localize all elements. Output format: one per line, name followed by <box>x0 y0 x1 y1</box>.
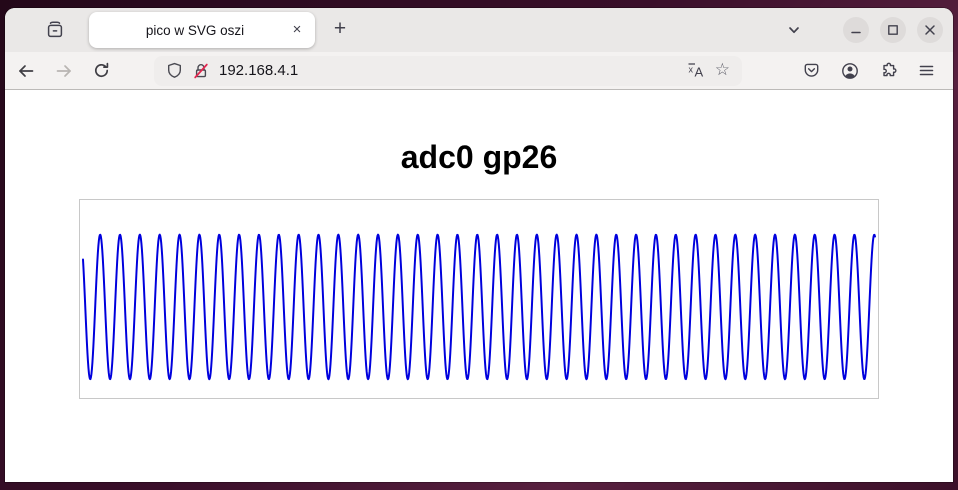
waveform-line <box>82 233 876 381</box>
close-window-button[interactable] <box>917 17 943 43</box>
svg-text:A: A <box>694 65 703 80</box>
tab-title: pico w SVG oszi <box>145 22 245 38</box>
reload-icon[interactable] <box>93 62 110 79</box>
url-bar[interactable]: 192.168.4.1 x A ☆ <box>154 55 742 86</box>
insecure-lock-icon[interactable] <box>192 62 210 80</box>
tab-bar: pico w SVG oszi × + <box>5 8 953 52</box>
bookmark-star-icon[interactable]: ☆ <box>714 60 730 80</box>
tab-close-button[interactable]: × <box>292 21 302 38</box>
back-icon[interactable] <box>17 62 35 80</box>
firefox-view-icon[interactable] <box>45 20 65 40</box>
extensions-puzzle-icon[interactable] <box>880 62 897 79</box>
browser-window: pico w SVG oszi × + <box>5 8 953 482</box>
account-icon[interactable] <box>841 62 859 80</box>
tab-pico-w-svg-oszi[interactable]: pico w SVG oszi × <box>89 12 315 48</box>
oscilloscope-chart <box>79 199 879 399</box>
tab-list-chevron-icon[interactable] <box>787 23 801 37</box>
forward-icon[interactable] <box>55 62 73 80</box>
minimize-button[interactable] <box>843 17 869 43</box>
maximize-button[interactable] <box>880 17 906 43</box>
page-title: adc0 gp26 <box>400 139 558 175</box>
pocket-save-icon[interactable] <box>803 62 820 79</box>
app-menu-hamburger-icon[interactable] <box>918 62 935 79</box>
page-content: adc0 gp26 <box>5 90 953 482</box>
navigation-toolbar: 192.168.4.1 x A ☆ <box>5 52 953 90</box>
translate-icon[interactable]: x A <box>687 62 706 79</box>
url-text[interactable]: 192.168.4.1 <box>219 62 299 79</box>
new-tab-button[interactable]: + <box>333 17 347 40</box>
svg-text:x: x <box>688 65 693 75</box>
window-controls <box>843 17 943 43</box>
nav-buttons <box>17 62 110 80</box>
toolbar-right-icons <box>803 62 935 80</box>
tracking-shield-icon[interactable] <box>166 62 183 79</box>
